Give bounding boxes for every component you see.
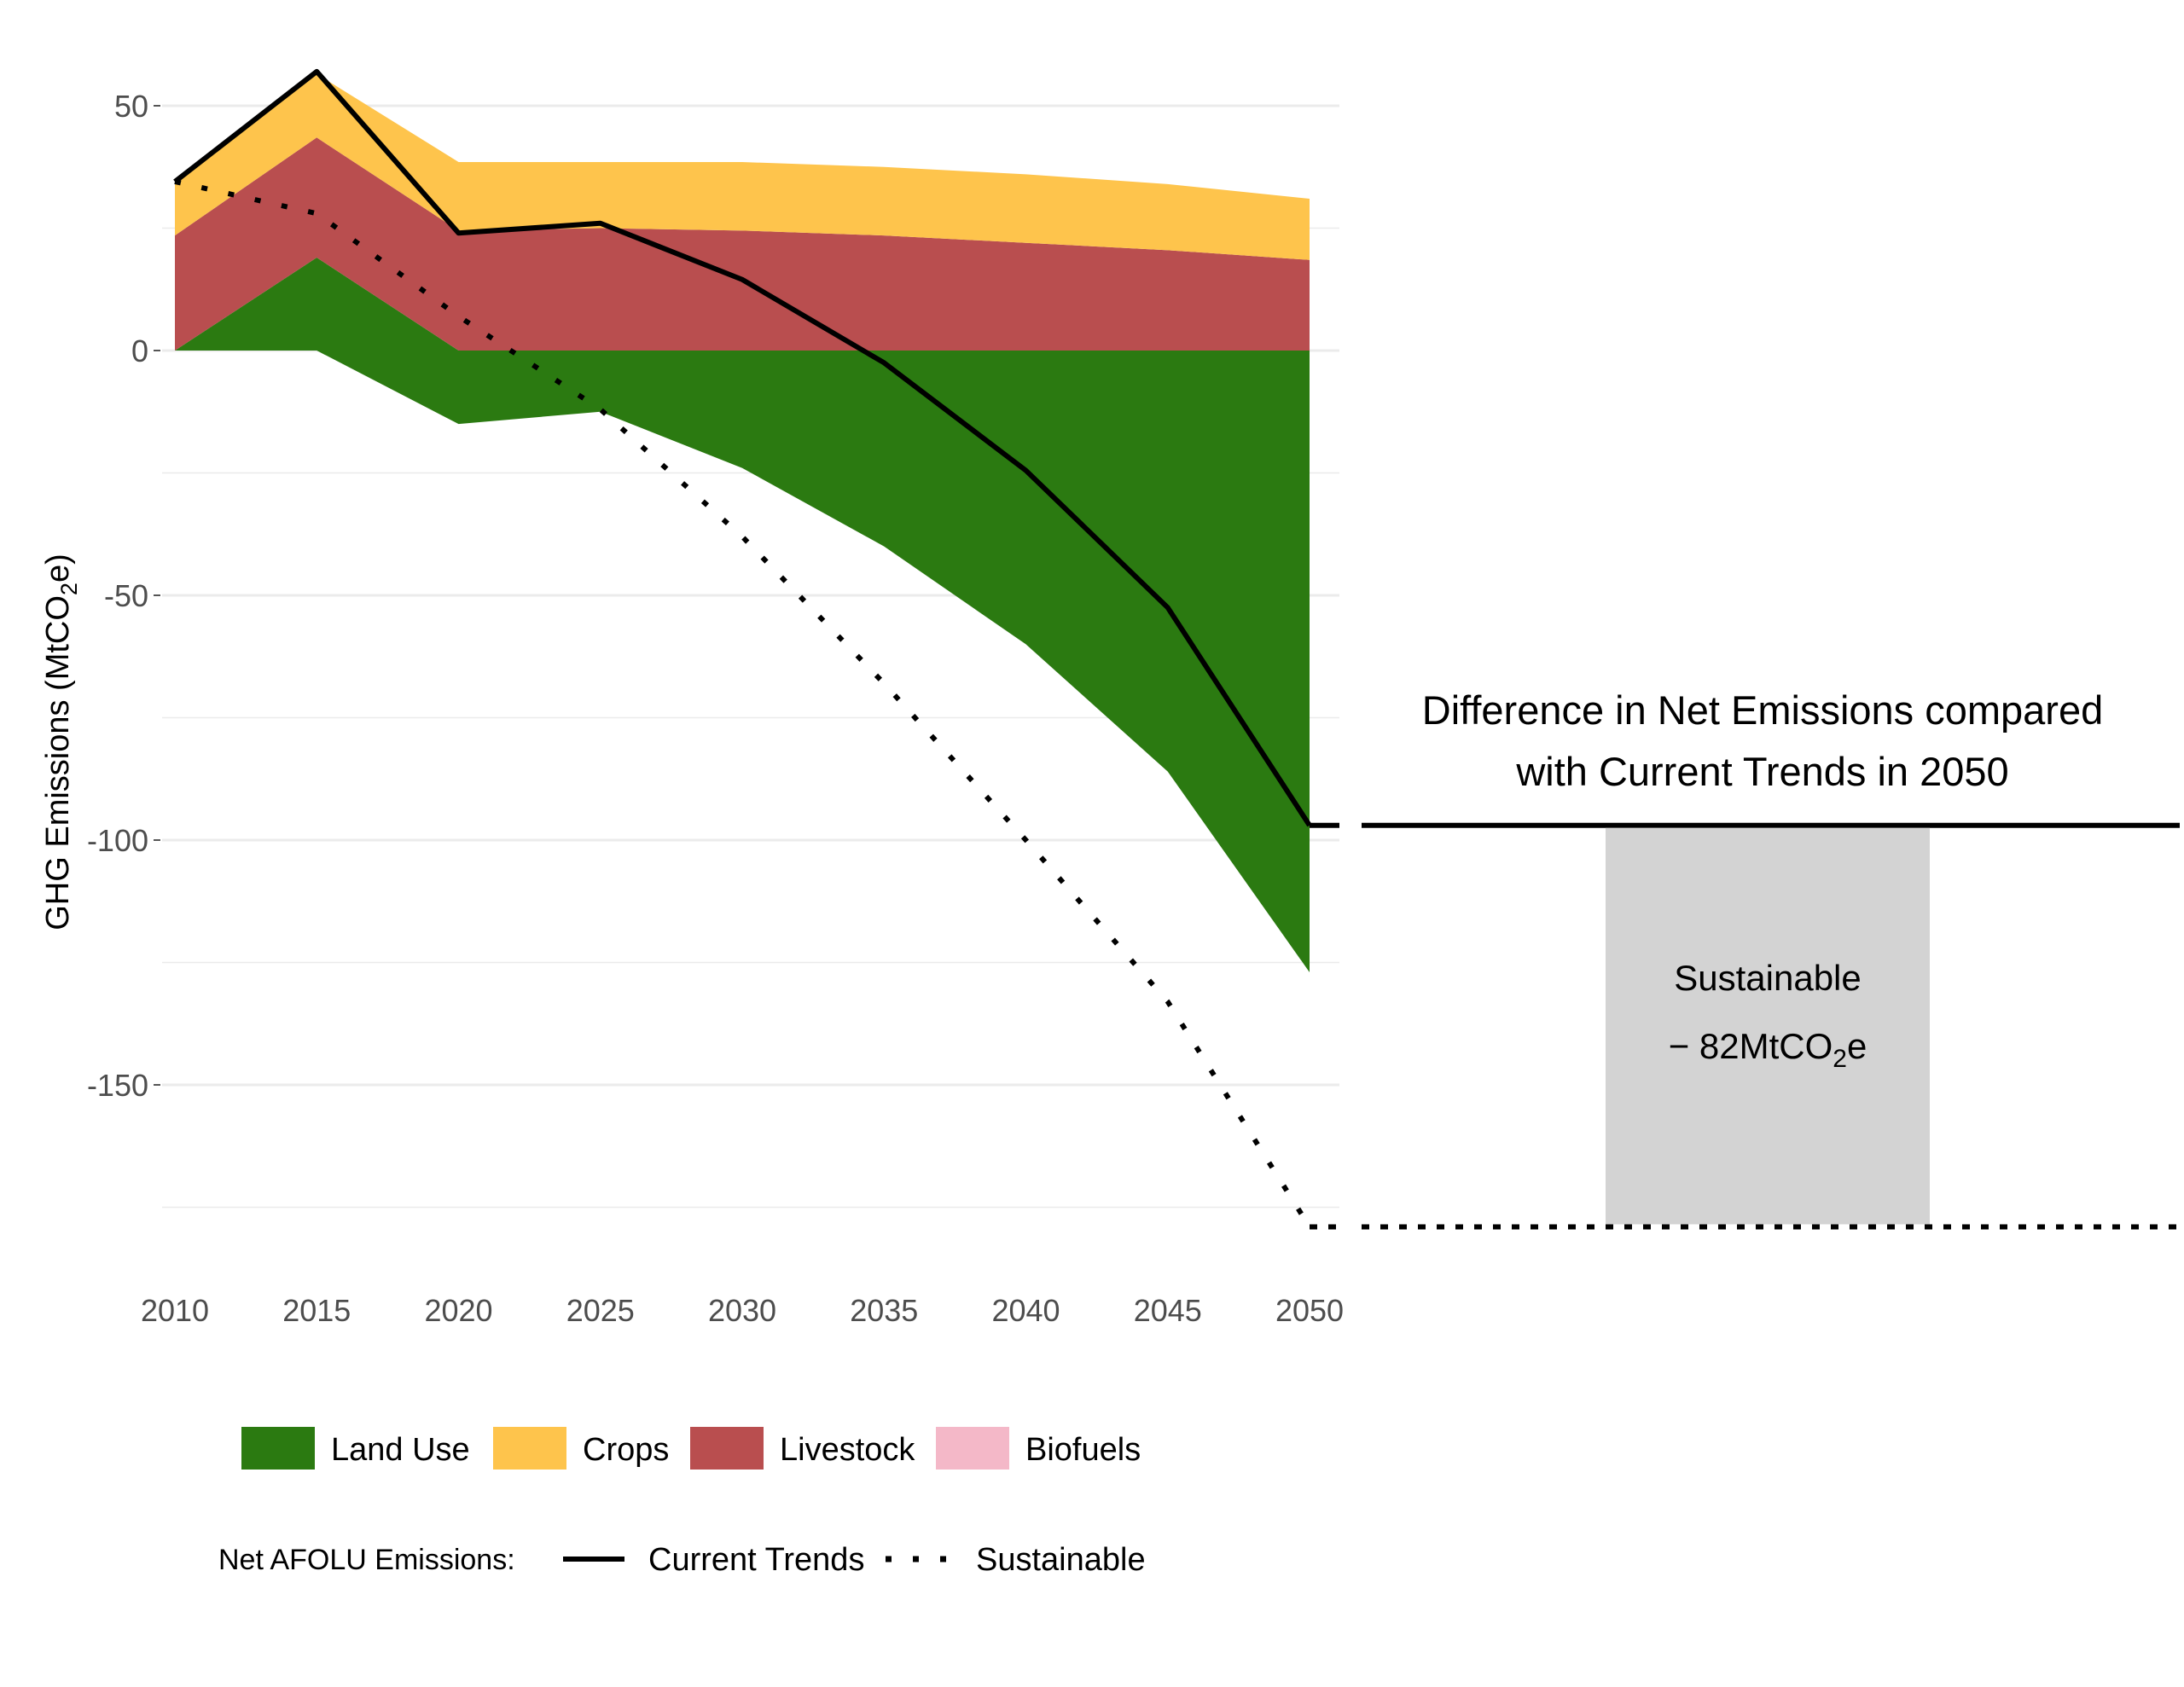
x-tick-label: 2025 bbox=[566, 1293, 635, 1328]
x-tick-label: 2035 bbox=[850, 1293, 918, 1328]
current-trends-line bbox=[173, 68, 1312, 827]
legend-label-crops: Crops bbox=[583, 1432, 669, 1468]
legend-label-biofuels: Biofuels bbox=[1025, 1432, 1141, 1468]
x-tick-label: 2020 bbox=[424, 1293, 492, 1328]
y-tick-label: -150 bbox=[87, 1068, 148, 1103]
x-tick-label: 2015 bbox=[282, 1293, 351, 1328]
stacked-areas bbox=[175, 73, 1310, 972]
legend-key-land-use bbox=[241, 1427, 315, 1470]
y-tick-label: 0 bbox=[131, 333, 148, 368]
x-tick-label: 2040 bbox=[991, 1293, 1060, 1328]
legend-label-sustainable: Sustainable bbox=[976, 1542, 1146, 1578]
legend-key-livestock bbox=[690, 1427, 764, 1470]
x-tick-label: 2045 bbox=[1134, 1293, 1202, 1328]
difference-bar bbox=[1606, 827, 1930, 1225]
difference-annotation: Difference in Net Emissions compared wit… bbox=[1362, 687, 2180, 1230]
x-tick-label: 2030 bbox=[708, 1293, 776, 1328]
x-tick-label: 2050 bbox=[1275, 1293, 1344, 1328]
legend-line-title: Net AFOLU Emissions: bbox=[218, 1544, 515, 1576]
axes: 50 0 -50 -100 -150 2010 2015 2020 2025 2030 2035 20… bbox=[87, 89, 1344, 1328]
annotation-title-line2: with Current Trends in 2050 bbox=[1515, 749, 2008, 794]
crops-area bbox=[175, 73, 1310, 260]
difference-bar-label: Sustainable bbox=[1674, 958, 1862, 998]
land-use-area-positive bbox=[175, 257, 1310, 351]
legend-label-current-trends: Current Trends bbox=[648, 1542, 864, 1578]
legend-key-crops bbox=[493, 1427, 566, 1470]
y-tick-label: -100 bbox=[87, 823, 148, 858]
livestock-area bbox=[175, 137, 1310, 351]
legend-label-land-use: Land Use bbox=[331, 1432, 470, 1468]
legend-label-livestock: Livestock bbox=[780, 1432, 915, 1468]
legend-fill: Land Use Crops Livestock Biofuels bbox=[241, 1427, 1141, 1470]
net-emission-lines bbox=[173, 68, 1339, 1230]
y-axis-title: GHG Emissions (MtCO2e) bbox=[40, 554, 82, 930]
annotation-title-line1: Difference in Net Emissions compared bbox=[1422, 687, 2103, 733]
legend-lines: Net AFOLU Emissions: Current Trends Susta… bbox=[218, 1542, 1146, 1578]
legend-key-biofuels bbox=[936, 1427, 1009, 1470]
land-use-area-negative bbox=[175, 351, 1310, 972]
y-tick-label: 50 bbox=[114, 89, 148, 124]
difference-bar-value: − 82MtCO2e bbox=[1669, 1026, 1867, 1073]
y-tick-label: -50 bbox=[104, 578, 148, 613]
x-tick-label: 2010 bbox=[141, 1293, 209, 1328]
